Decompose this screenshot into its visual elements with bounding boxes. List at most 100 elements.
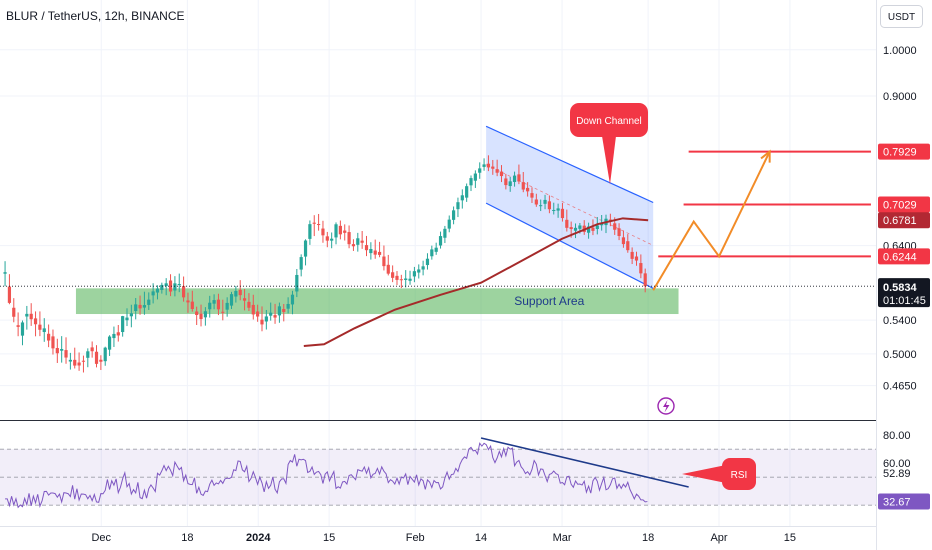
candle-body-114 xyxy=(499,171,504,177)
candle-body-104 xyxy=(456,202,460,210)
candle-body-113 xyxy=(495,169,499,173)
price-label-badge-2 xyxy=(878,212,930,229)
candle-body-5 xyxy=(25,313,29,317)
candle-body-102 xyxy=(447,219,451,229)
candle-body-127 xyxy=(556,208,560,211)
time-tick-8: Apr xyxy=(710,532,727,544)
time-tick-3: 15 xyxy=(323,532,335,544)
candle-body-14 xyxy=(64,350,68,358)
candle-body-19 xyxy=(86,351,90,358)
candle-body-115 xyxy=(504,178,508,186)
candle-body-107 xyxy=(469,178,473,186)
candle-body-22 xyxy=(99,359,103,362)
rsi-tick-2: 52.89 xyxy=(883,468,911,480)
candle-body-108 xyxy=(473,173,477,181)
candle-body-101 xyxy=(443,228,447,238)
candle-body-76 xyxy=(334,224,338,238)
candle-body-31 xyxy=(138,304,142,309)
candle-body-16 xyxy=(73,359,77,366)
candle-body-38 xyxy=(168,280,173,292)
candle-body-42 xyxy=(186,300,190,303)
candle-body-1 xyxy=(7,286,12,303)
rsi-callout: RSI xyxy=(682,458,756,490)
candle-body-58 xyxy=(256,311,260,317)
rsi-tick-1: 60.00 xyxy=(883,458,911,470)
time-tick-9: 15 xyxy=(784,532,796,544)
candle-body-59 xyxy=(260,319,264,325)
candle-body-79 xyxy=(347,232,351,245)
candle-body-23 xyxy=(103,347,107,362)
candle-body-25 xyxy=(112,333,116,339)
candle-body-75 xyxy=(330,238,334,241)
candle-body-118 xyxy=(517,174,521,182)
down-channel-callout: Down Channel xyxy=(570,103,648,185)
rsi-callout-pointer xyxy=(682,465,726,483)
candle-body-87 xyxy=(382,256,386,267)
candle-body-98 xyxy=(430,249,434,257)
candle-body-15 xyxy=(68,359,72,362)
candle-body-142 xyxy=(621,237,626,245)
candle-body-95 xyxy=(417,269,421,273)
candle-body-3 xyxy=(16,325,20,327)
candle-body-2 xyxy=(12,307,16,317)
candle-body-69 xyxy=(303,240,308,257)
candle-body-20 xyxy=(90,347,94,352)
ma-line xyxy=(303,217,649,348)
symbol-title: BLUR / TetherUS, 12h, BINANCE xyxy=(6,9,185,23)
candle-body-121 xyxy=(530,193,534,198)
time-axis[interactable]: Dec 18 2024 15 Feb 14 Mar 18 Apr 15 xyxy=(0,526,876,545)
candle-body-36 xyxy=(160,284,164,290)
lightning-icon[interactable] xyxy=(657,397,675,415)
candle-body-55 xyxy=(242,298,247,301)
candle-body-124 xyxy=(543,199,547,204)
candle-body-119 xyxy=(521,182,525,190)
candle-body-112 xyxy=(491,166,495,169)
price-tick-5: 0.4650 xyxy=(883,381,917,393)
callout-box xyxy=(570,103,648,137)
time-tick-1: 18 xyxy=(181,532,193,544)
candle-body-82 xyxy=(360,240,364,243)
candle-body-123 xyxy=(539,205,543,207)
currency-button-label: USDT xyxy=(888,12,915,23)
price-tick-1: 0.9000 xyxy=(883,91,917,103)
channel-fill xyxy=(486,126,654,289)
candle-body-74 xyxy=(325,236,329,241)
candle-body-9 xyxy=(42,328,46,333)
rsi-trendline xyxy=(480,437,689,488)
candle-body-11 xyxy=(51,336,55,349)
currency-button[interactable]: USDT xyxy=(880,5,923,28)
candle-body-61 xyxy=(269,312,273,316)
price-label-2: 0.6781 xyxy=(883,215,917,227)
time-tick-4: Feb xyxy=(406,532,425,544)
candle-body-57 xyxy=(251,304,255,315)
time-tick-0: Dec xyxy=(91,532,111,544)
rsi-current-value: 32.67 xyxy=(883,496,911,508)
candle-body-67 xyxy=(295,274,299,292)
price-tick-0: 1.0000 xyxy=(883,45,917,57)
candle-body-46 xyxy=(203,311,207,318)
candle-body-34 xyxy=(151,291,155,296)
candle-body-66 xyxy=(290,294,295,305)
candle-body-103 xyxy=(451,210,456,220)
rsi-tick-0: 80.00 xyxy=(883,430,911,442)
candle-body-145 xyxy=(634,256,639,261)
candle-body-134 xyxy=(586,226,591,233)
candle-body-28 xyxy=(125,317,129,321)
candle-body-72 xyxy=(317,224,321,226)
candle-body-17 xyxy=(77,362,81,366)
time-tick-6: Mar xyxy=(553,532,572,544)
moving-average xyxy=(303,217,649,348)
time-tick-5: 14 xyxy=(475,532,487,544)
candle-body-144 xyxy=(630,251,634,259)
target-lines xyxy=(658,150,871,258)
candle-body-136 xyxy=(595,225,599,230)
time-tick-7: 18 xyxy=(642,532,654,544)
last-price-badge: 0.5834 01:01:45 xyxy=(878,278,930,308)
support-zone-rect xyxy=(75,288,679,315)
bar-countdown: 01:01:45 xyxy=(883,295,926,307)
channel-lower-line xyxy=(485,202,654,289)
candle-body-106 xyxy=(465,186,469,198)
candle-body-99 xyxy=(434,247,438,252)
